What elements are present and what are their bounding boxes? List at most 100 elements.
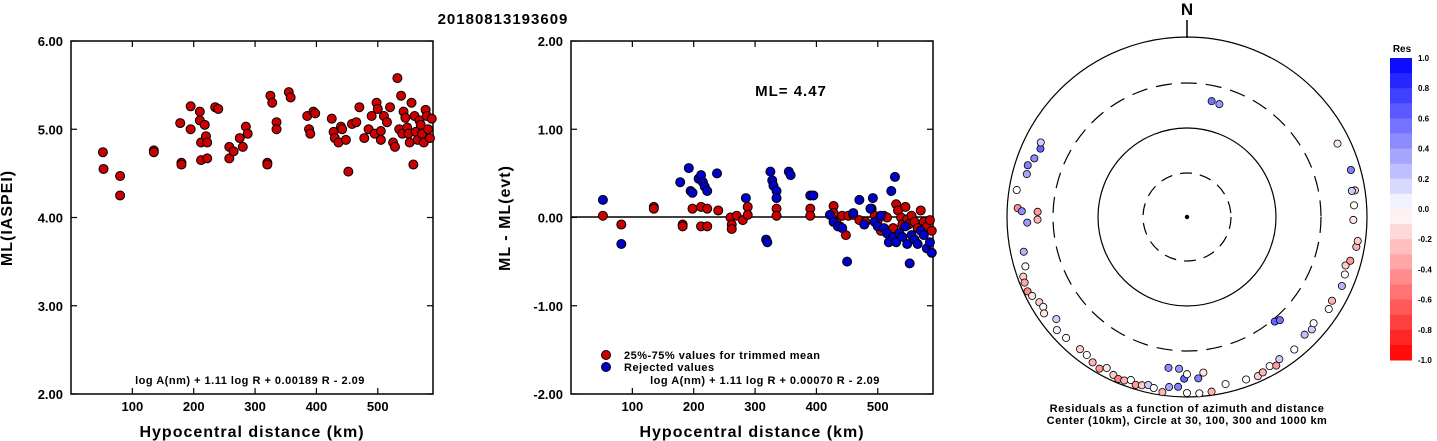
polar-point — [1290, 345, 1299, 354]
legend-marker-rejected — [601, 362, 611, 372]
data-point — [902, 238, 913, 249]
panel2-ylabel: ML - ML(evt) — [497, 165, 514, 271]
data-point — [740, 193, 751, 204]
polar-point — [1023, 161, 1032, 170]
data-point — [354, 102, 365, 113]
panel-polar-residuals: N Residuals as a function of azimuth and… — [1006, 0, 1368, 427]
data-point — [771, 193, 782, 204]
data-point — [924, 237, 935, 248]
polar-point — [1028, 291, 1037, 300]
polar-caption-line1: Residuals as a function of azimuth and d… — [1050, 403, 1325, 415]
data-point — [194, 106, 205, 117]
colorbar-cell — [1390, 178, 1412, 195]
ml-annotation: ML= 4.47 — [755, 83, 827, 100]
center-dot — [1184, 214, 1190, 220]
x-tick-label: 500 — [867, 399, 889, 414]
data-point — [677, 221, 688, 232]
polar-point — [1347, 186, 1356, 195]
panel1-ticks: 100 200 300 400 500 2.00 3.00 4.00 5.00 6.00 — [38, 34, 433, 414]
data-point — [912, 238, 923, 249]
colorbar-cell — [1390, 224, 1412, 240]
colorbar-tick-label: -0.8 — [1418, 326, 1432, 335]
polar-point — [1195, 389, 1204, 398]
polar-point — [1207, 97, 1216, 106]
ring-300km — [1052, 82, 1322, 352]
data-point — [262, 159, 273, 170]
data-point — [234, 133, 245, 144]
polar-point — [1242, 375, 1251, 384]
data-point — [616, 219, 627, 230]
data-point — [423, 124, 434, 135]
polar-point — [1039, 302, 1048, 311]
ring-100km — [1097, 127, 1277, 307]
data-point — [115, 171, 126, 182]
colorbar-tick-label: -0.4 — [1418, 265, 1432, 274]
polar-point — [1183, 370, 1192, 379]
north-label: N — [1181, 0, 1193, 19]
polar-point — [1120, 376, 1129, 385]
polar-point — [1324, 305, 1333, 314]
data-point — [675, 177, 686, 188]
data-point — [915, 205, 926, 216]
polar-point — [1175, 364, 1184, 373]
data-point — [213, 103, 224, 114]
x-tick-label: 400 — [306, 399, 328, 414]
panel-ml-iaspei: 100 200 300 400 500 2.00 3.00 4.00 5.00 6.00 ML(I… — [0, 34, 437, 441]
data-point — [771, 210, 782, 221]
x-tick-label: 200 — [183, 399, 205, 414]
colorbar-cell — [1390, 344, 1412, 361]
colorbar-cell — [1390, 88, 1412, 104]
colorbar-cells — [1390, 58, 1412, 361]
polar-point — [1353, 236, 1362, 245]
data-point — [616, 238, 627, 249]
y-tick-label: -1.00 — [533, 299, 563, 314]
polar-point — [1102, 363, 1111, 372]
data-point — [904, 258, 915, 269]
data-point — [886, 186, 897, 197]
colorbar-tick-label: -0.2 — [1418, 235, 1432, 244]
data-point — [199, 119, 210, 130]
panel1-xlabel: Hypocentral distance (km) — [139, 424, 364, 441]
panel1-frame — [70, 40, 434, 395]
x-tick-label: 200 — [683, 399, 705, 414]
colorbar-cell — [1390, 254, 1412, 270]
colorbar-tick-label: 0.0 — [1418, 205, 1430, 214]
data-point — [765, 166, 776, 177]
x-tick-label: 500 — [367, 399, 389, 414]
y-tick-label: 5.00 — [38, 122, 63, 137]
polar-point — [1036, 138, 1045, 147]
polar-point — [1221, 380, 1230, 389]
polar-point — [1183, 388, 1192, 397]
data-point — [713, 205, 724, 216]
data-point — [185, 124, 196, 135]
ring-outer — [1006, 36, 1368, 398]
x-tick-label: 300 — [744, 399, 766, 414]
colorbar-cell — [1390, 269, 1412, 285]
data-point — [148, 147, 159, 158]
polar-point — [1023, 218, 1032, 227]
colorbar-tick-label: -0.6 — [1418, 296, 1432, 305]
data-point — [372, 103, 383, 114]
data-point — [98, 163, 109, 174]
data-point — [683, 163, 694, 174]
data-point — [702, 221, 713, 232]
polar-point — [1341, 261, 1350, 270]
y-tick-label: 0.00 — [538, 211, 563, 226]
colorbar-cell — [1390, 193, 1412, 210]
polar-point — [1022, 170, 1031, 179]
polar-point — [1174, 382, 1183, 391]
data-point — [926, 247, 937, 258]
data-point — [875, 210, 886, 221]
polar-point — [1126, 376, 1135, 385]
polar-point — [1076, 345, 1085, 354]
polar-point — [1020, 278, 1029, 287]
data-point — [392, 73, 403, 84]
data-point — [702, 186, 713, 197]
data-point — [918, 230, 929, 241]
data-point — [237, 141, 248, 152]
data-point — [687, 187, 698, 198]
data-point — [375, 134, 386, 145]
polar-point — [1207, 387, 1216, 396]
colorbar-cell — [1390, 118, 1412, 134]
